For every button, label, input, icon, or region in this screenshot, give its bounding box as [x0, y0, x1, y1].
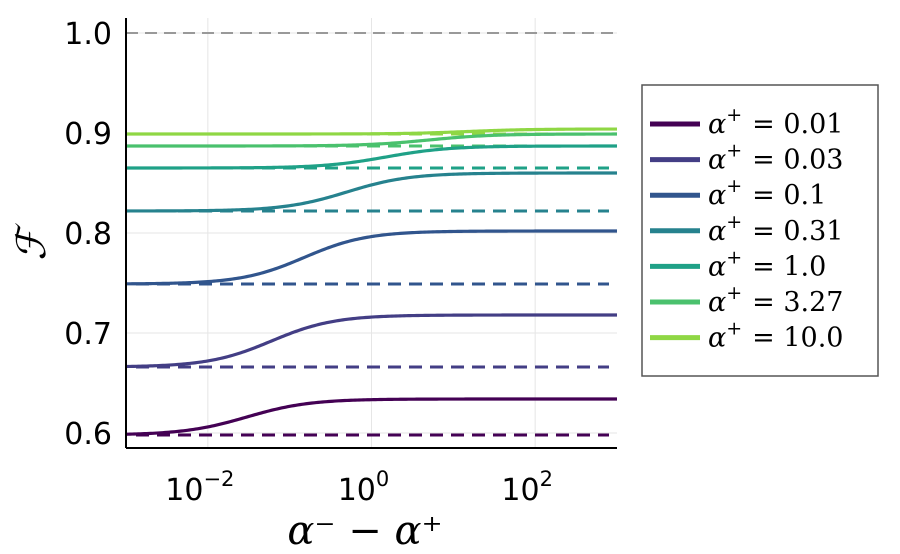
y-tick-label: 0.7 — [64, 317, 112, 352]
legend-label: α+ = 0.31 — [708, 211, 843, 247]
x-tick-label: 100 — [338, 467, 390, 508]
y-tick-label: 1.0 — [64, 17, 112, 52]
legend-label: α+ = 3.27 — [708, 282, 843, 318]
y-tick-label: 0.6 — [64, 417, 112, 452]
axes — [125, 18, 617, 449]
x-tick-label: 10−2 — [165, 467, 234, 508]
ticks: 0.6 0.7 0.8 0.9 1.0 10−2 100 102 — [64, 17, 553, 508]
y-tick-label: 0.9 — [64, 117, 112, 152]
series-line — [126, 132, 617, 148]
legend-label: α+ = 1.0 — [708, 246, 826, 282]
series-line — [125, 397, 617, 436]
legend-label: α+ = 0.03 — [708, 140, 843, 176]
legend-label: α+ = 0.01 — [708, 104, 843, 140]
legend: α+ = 0.01α+ = 0.03α+ = 0.1α+ = 0.31α+ = 1.0α+… — [641, 84, 879, 377]
legend-label: α+ = 10.0 — [708, 318, 843, 354]
y-tick-label: 0.8 — [64, 217, 112, 252]
series-line — [125, 313, 617, 369]
legend-label: α+ = 0.1 — [708, 175, 826, 211]
series-line — [126, 144, 618, 170]
x-tick-label: 102 — [501, 467, 553, 508]
curves — [125, 127, 618, 436]
series-line — [126, 127, 618, 136]
series-line — [125, 229, 617, 286]
grid — [126, 18, 617, 448]
series-line — [125, 171, 617, 213]
x-axis-label: α⁻ − α⁺ — [287, 508, 442, 554]
y-axis-label: ℱ — [9, 223, 55, 261]
